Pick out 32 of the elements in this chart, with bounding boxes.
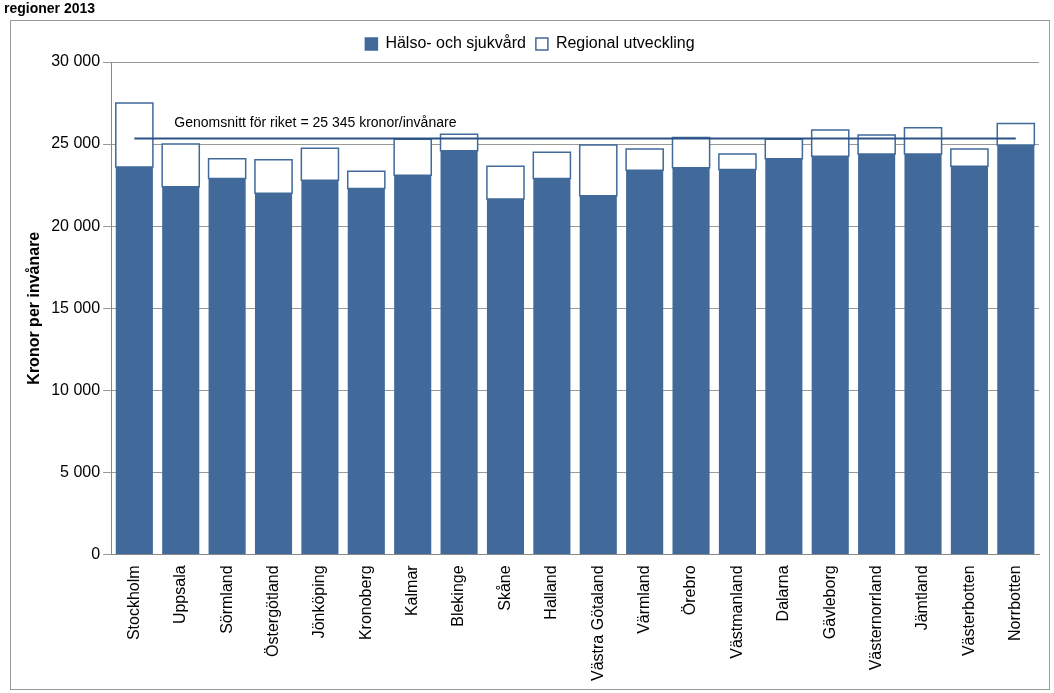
- y-tick-label: 5 000: [60, 462, 101, 480]
- x-tick-label: Värmland: [635, 565, 653, 634]
- x-tick-label: Jönköping: [310, 565, 328, 639]
- x-tick-label: Halland: [542, 565, 560, 620]
- x-tick-label: Blekinge: [449, 565, 467, 627]
- ref-line-label: Genomsnitt för riket = 25 345 kronor/invånare: [174, 114, 457, 131]
- x-tick-label: Östergötland: [263, 565, 281, 657]
- x-tick-label: Kalmar: [403, 564, 421, 617]
- x-tick-label: Norrbotten: [1006, 565, 1024, 641]
- x-tick-label: Skåne: [495, 565, 513, 611]
- x-tick-label: Västmanland: [727, 565, 745, 659]
- x-tick-label: Jämtland: [913, 565, 931, 631]
- x-tick-label: Uppsala: [171, 565, 189, 625]
- y-tick-label: 20 000: [51, 216, 101, 234]
- x-tick-label: Västernorrland: [867, 565, 885, 671]
- y-tick-label: 30 000: [51, 52, 101, 70]
- x-tick-label: Västerbotten: [959, 565, 977, 657]
- x-tick-label: Kronoberg: [356, 565, 374, 641]
- x-tick-label: Gävleborg: [820, 565, 838, 640]
- x-tick-label: Dalarna: [774, 565, 792, 622]
- y-tick-label: 0: [91, 544, 101, 562]
- x-tick-label: Sörmland: [217, 565, 235, 634]
- chart-title: regioner 2013: [4, 0, 96, 16]
- x-tick-label: Västra Götaland: [588, 565, 606, 681]
- legend-label: Hälso- och sjukvård: [385, 34, 526, 52]
- legend-label: Regional utveckling: [555, 34, 695, 52]
- y-tick-label: 25 000: [51, 134, 101, 152]
- y-tick-label: 10 000: [51, 380, 101, 398]
- y-axis-title: Kronor per invånare: [25, 231, 43, 385]
- y-tick-label: 15 000: [51, 298, 101, 316]
- x-tick-label: Stockholm: [124, 565, 142, 641]
- x-tick-label: Örebro: [681, 565, 699, 616]
